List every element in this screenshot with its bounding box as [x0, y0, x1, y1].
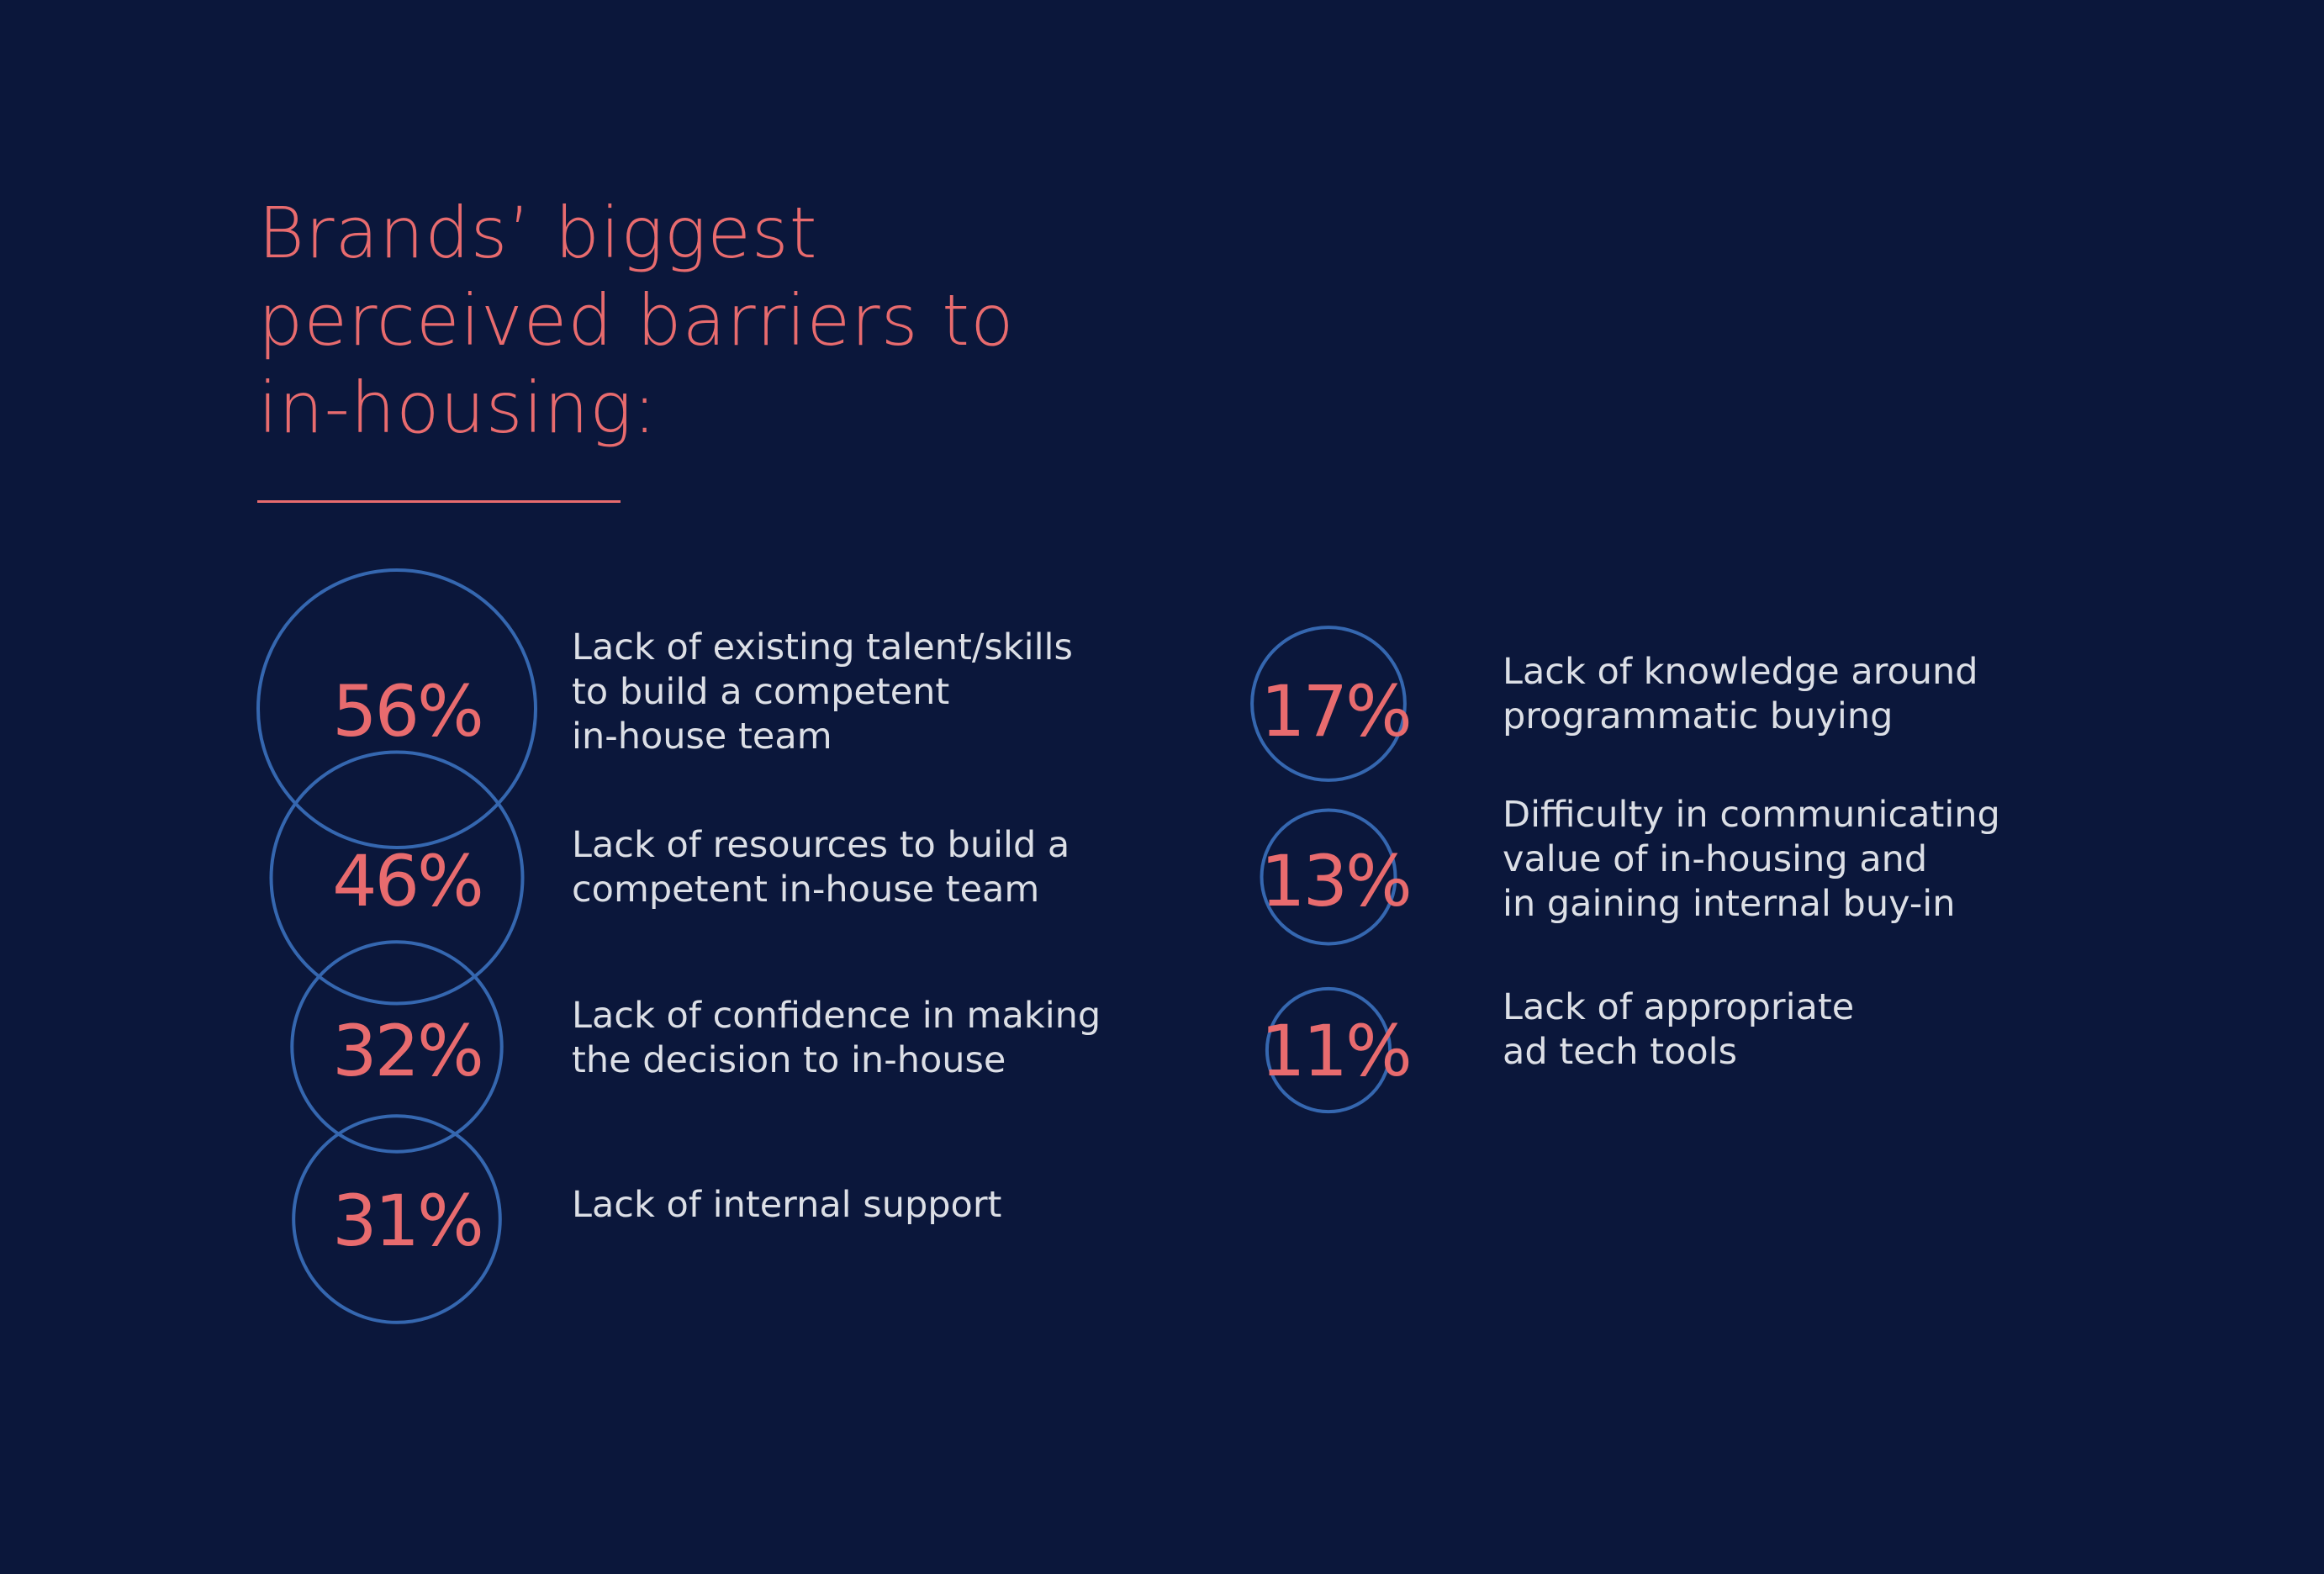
- barrier-label-line: Lack of appropriate: [1503, 986, 1854, 1028]
- value-label-13: 13%: [1260, 840, 1410, 922]
- value-label-56: 56%: [332, 670, 482, 753]
- bubble-17: [1250, 626, 1407, 782]
- bubble-56: [256, 568, 537, 849]
- barrier-label-56: Lack of existing talent/skills to build a…: [572, 626, 1073, 758]
- barrier-label-46: Lack of resources to build a competent in…: [572, 824, 1070, 911]
- bubble-11: [1265, 986, 1392, 1114]
- barrier-label-line: to build a competent: [572, 671, 949, 713]
- title-line-2: perceived barriers to: [258, 279, 1015, 362]
- barrier-label-line: the decision to in-house: [572, 1039, 1006, 1081]
- barrier-label-line: in-house team: [572, 716, 832, 758]
- barrier-label-line: competent in-house team: [572, 869, 1039, 911]
- barrier-label-11: Lack of appropriate ad tech tools: [1503, 986, 1854, 1073]
- bubble-46: [269, 750, 525, 1006]
- barrier-label-17: Lack of knowledge around programmatic buy…: [1503, 651, 1978, 737]
- barrier-label-32: Lack of confidence in making the decision…: [572, 995, 1101, 1081]
- barrier-label-line: value of in-housing and: [1503, 838, 1927, 880]
- value-label-46: 46%: [332, 840, 482, 922]
- barrier-label-line: in gaining internal buy-in: [1503, 883, 1956, 925]
- value-label-32: 32%: [332, 1010, 482, 1092]
- barrier-label-13: Difficulty in communicating value of in-h…: [1503, 794, 2000, 925]
- value-label-31: 31%: [332, 1180, 482, 1262]
- title-divider: [257, 500, 621, 503]
- barrier-label-line: ad tech tools: [1503, 1031, 1737, 1073]
- value-label-11: 11%: [1260, 1010, 1410, 1092]
- value-label-17: 17%: [1260, 670, 1410, 753]
- title-line-3: in-housing:: [258, 367, 658, 449]
- barrier-label-31: Lack of internal support: [572, 1184, 1001, 1226]
- barrier-label-line: programmatic buying: [1503, 695, 1893, 737]
- barrier-label-line: Lack of confidence in making: [572, 995, 1101, 1037]
- barrier-label-line: Lack of resources to build a: [572, 824, 1070, 866]
- barrier-label-line: Lack of existing talent/skills: [572, 626, 1073, 668]
- bubble-31: [292, 1114, 502, 1324]
- bubble-32: [290, 940, 504, 1154]
- chart-title: Brands’ biggest perceived barriers to in…: [258, 189, 1267, 452]
- barrier-label-line: Lack of internal support: [572, 1184, 1001, 1226]
- barrier-label-line: Difficulty in communicating: [1503, 794, 2000, 836]
- bubble-13: [1260, 808, 1397, 946]
- title-line-1: Brands’ biggest: [258, 192, 818, 274]
- barrier-label-line: Lack of knowledge around: [1503, 651, 1978, 693]
